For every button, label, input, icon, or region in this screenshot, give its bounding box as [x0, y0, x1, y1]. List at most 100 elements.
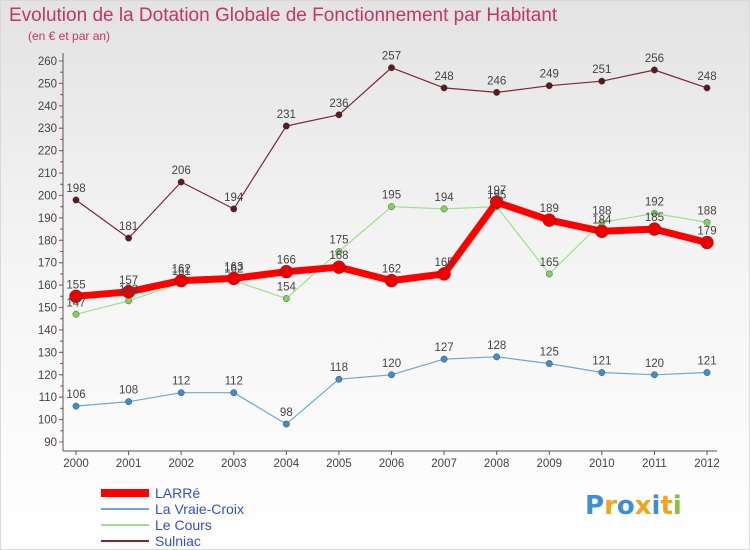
data-label: 112	[172, 376, 190, 388]
data-label: 154	[277, 282, 297, 294]
y-tick-label: 260	[38, 56, 57, 68]
data-label: 181	[119, 221, 138, 233]
data-label: 248	[434, 71, 453, 83]
x-tick-label: 2008	[484, 458, 510, 470]
series-markers	[69, 64, 714, 428]
y-tick-label: 230	[38, 123, 57, 135]
x-tick-label: 2000	[63, 458, 89, 470]
x-tick-label: 2001	[116, 458, 142, 470]
data-point	[440, 205, 448, 213]
data-point	[384, 273, 399, 288]
y-tick-label: 250	[38, 78, 57, 90]
x-tick-label: 2003	[221, 458, 247, 470]
data-point	[230, 205, 238, 213]
x-tick-label: 2007	[431, 458, 457, 470]
data-point	[121, 285, 136, 299]
data-label: 184	[592, 214, 612, 226]
data-label: 127	[434, 342, 453, 354]
proxiti-logo: Proxiti	[585, 491, 682, 521]
legend-label: Sulniac	[155, 533, 201, 549]
data-point	[388, 371, 395, 379]
data-label: 188	[697, 205, 716, 217]
x-tick-label: 2006	[379, 458, 405, 470]
chart-subtitle: (en € et par an)	[28, 29, 111, 43]
data-label: 194	[434, 192, 454, 204]
data-label: 179	[697, 226, 716, 238]
data-point	[440, 355, 448, 363]
data-point	[542, 213, 556, 227]
data-label: 155	[66, 279, 85, 291]
data-point	[332, 260, 346, 274]
x-tick-label: 2004	[274, 458, 300, 470]
y-tick-label: 240	[38, 101, 57, 113]
data-label: 256	[645, 53, 664, 65]
data-label: 192	[645, 196, 664, 208]
axes: 90 100 110 120 130 140 150 160 170 180 190 200 210 22…	[38, 53, 720, 470]
data-point	[598, 77, 606, 85]
data-label: 125	[540, 347, 559, 359]
legend-label: La Vraie-Croix	[155, 501, 244, 517]
data-label: 118	[330, 362, 348, 374]
data-label: 157	[119, 275, 138, 287]
data-labels: 198 181 206 194 231 236 257 248 246 249 251 256 248 1…	[66, 51, 716, 419]
data-label: 121	[697, 356, 716, 368]
data-point	[595, 224, 609, 239]
data-label: 248	[697, 71, 716, 83]
data-label: 197	[487, 185, 506, 197]
data-label: 231	[277, 109, 296, 121]
data-point	[335, 111, 343, 119]
y-tick-label: 120	[38, 370, 57, 382]
data-point	[440, 84, 448, 92]
data-label: 188	[592, 205, 611, 217]
data-label: 168	[329, 250, 348, 262]
y-tick-label: 220	[38, 146, 57, 158]
data-point	[177, 178, 185, 186]
y-tick-label: 100	[38, 415, 57, 427]
legend-swatch	[101, 524, 149, 526]
data-point	[125, 234, 132, 242]
data-point	[493, 88, 501, 96]
data-point	[437, 267, 451, 281]
data-label: 153	[119, 284, 138, 296]
x-tick-label: 2011	[642, 458, 667, 470]
data-label: 249	[540, 69, 559, 81]
legend-label: Le Cours	[155, 517, 212, 533]
legend-item: La Vraie-Croix	[101, 501, 244, 517]
data-point	[227, 271, 241, 286]
x-tick-label: 2002	[168, 458, 194, 470]
y-tick-label: 150	[38, 303, 57, 315]
series-lines	[72, 67, 711, 425]
data-label: 194	[224, 192, 244, 204]
data-point	[489, 195, 504, 209]
logo-letter: o	[616, 491, 635, 521]
legend-label: LARRé	[155, 485, 201, 501]
data-label: 165	[540, 257, 559, 269]
logo-letter: P	[585, 491, 605, 521]
data-label: 162	[224, 264, 243, 276]
x-tick-label: 2009	[536, 458, 562, 470]
data-label: 121	[592, 356, 611, 368]
x-tick-label: 2012	[694, 458, 720, 470]
data-point	[493, 353, 501, 361]
data-label: 112	[225, 376, 243, 388]
x-tick-label: 2010	[589, 458, 615, 470]
data-point	[72, 196, 80, 204]
data-point	[647, 222, 662, 236]
data-label: 175	[329, 235, 348, 247]
legend-item: Sulniac	[101, 533, 244, 549]
data-label: 120	[382, 358, 401, 370]
logo-letter: r	[604, 491, 617, 521]
data-point	[125, 398, 132, 406]
data-label: 165	[434, 257, 453, 269]
legend-swatch	[101, 540, 149, 542]
legend-swatch	[101, 489, 149, 497]
data-label: 236	[329, 98, 348, 110]
data-point	[703, 218, 711, 226]
data-label: 147	[66, 297, 85, 309]
logo-letter: t	[660, 491, 673, 521]
data-point	[651, 371, 658, 379]
y-tick-label: 160	[38, 280, 57, 292]
data-point	[279, 264, 294, 279]
data-point	[545, 360, 553, 367]
